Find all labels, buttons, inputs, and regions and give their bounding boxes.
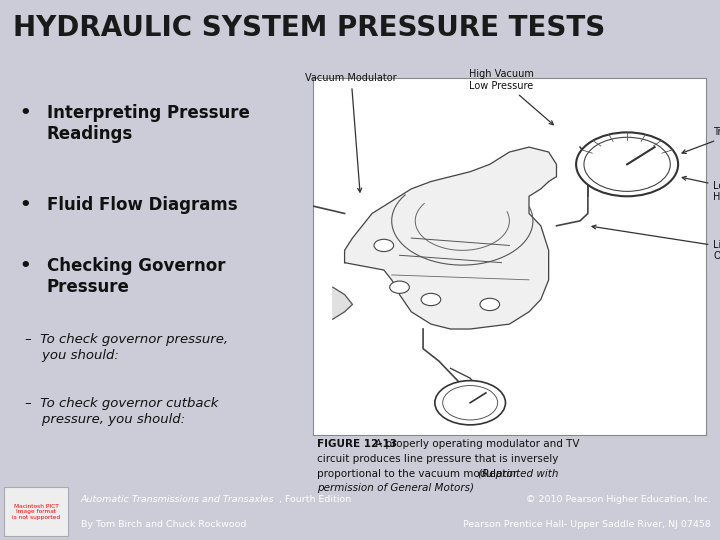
Text: Vacuum Modulator: Vacuum Modulator	[305, 73, 397, 192]
Circle shape	[421, 293, 441, 306]
Text: © 2010 Pearson Higher Education, Inc.: © 2010 Pearson Higher Education, Inc.	[526, 495, 711, 504]
Text: FIGURE 12-13: FIGURE 12-13	[317, 438, 397, 449]
Circle shape	[435, 381, 505, 425]
Text: By Tom Birch and Chuck Rockwood: By Tom Birch and Chuck Rockwood	[81, 519, 246, 529]
Text: circuit produces line pressure that is inversely: circuit produces line pressure that is i…	[317, 454, 559, 464]
Text: Transition: Transition	[682, 127, 720, 153]
Text: (Reprinted with: (Reprinted with	[478, 469, 559, 479]
Text: •: •	[19, 104, 31, 122]
Text: Macintosh PICT
Image format
is not supported: Macintosh PICT Image format is not suppo…	[12, 503, 60, 519]
Text: •: •	[19, 256, 31, 275]
Text: •: •	[19, 197, 31, 214]
Text: –  To check governor pressure,
    you should:: – To check governor pressure, you should…	[25, 333, 228, 362]
Text: Fluid Flow Diagrams: Fluid Flow Diagrams	[47, 197, 237, 214]
Text: A properly operating modulator and TV: A properly operating modulator and TV	[375, 438, 580, 449]
Text: –  To check governor cutback
    pressure, you should:: – To check governor cutback pressure, yo…	[25, 397, 219, 427]
Text: Line Pressure
Outlet: Line Pressure Outlet	[592, 225, 720, 261]
Text: High Vacuum
Low Pressure: High Vacuum Low Pressure	[469, 69, 554, 125]
Polygon shape	[345, 147, 557, 329]
Text: Interpreting Pressure
Readings: Interpreting Pressure Readings	[47, 104, 249, 143]
Text: permission of General Motors): permission of General Motors)	[317, 483, 474, 494]
Text: , Fourth Edition: , Fourth Edition	[279, 495, 351, 504]
Circle shape	[576, 132, 678, 196]
Polygon shape	[333, 287, 353, 319]
Text: proportional to the vacuum modulator.: proportional to the vacuum modulator.	[317, 469, 523, 479]
Circle shape	[480, 298, 500, 310]
Text: HYDRAULIC SYSTEM PRESSURE TESTS: HYDRAULIC SYSTEM PRESSURE TESTS	[13, 14, 606, 42]
Text: Automatic Transmissions and Transaxles: Automatic Transmissions and Transaxles	[81, 495, 274, 504]
Text: Low Vacuum
High Pressure: Low Vacuum High Pressure	[683, 177, 720, 202]
Circle shape	[390, 281, 410, 293]
Text: Checking Governor
Pressure: Checking Governor Pressure	[47, 256, 225, 296]
FancyBboxPatch shape	[4, 487, 68, 536]
Text: Pearson Prentice Hall- Upper Saddle River, NJ 07458: Pearson Prentice Hall- Upper Saddle Rive…	[464, 519, 711, 529]
Circle shape	[374, 239, 394, 252]
